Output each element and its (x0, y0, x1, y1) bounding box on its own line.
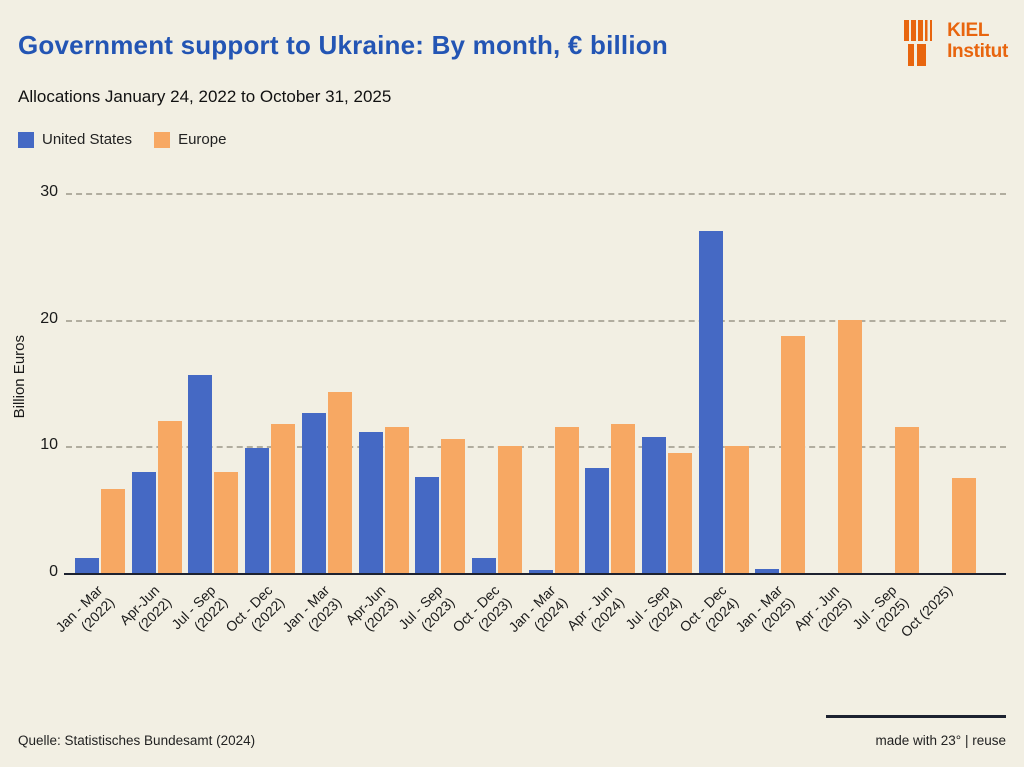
bar-us-0 (75, 557, 99, 573)
x-tick-label-10: Jul - Sep (2024) (621, 582, 684, 634)
x-axis-line (64, 573, 1006, 575)
x-tick-label-8: Jan - Mar (2024) (505, 582, 571, 636)
page-title: Government support to Ukraine: By month,… (18, 30, 668, 60)
bar-europe-15 (951, 478, 976, 573)
bar-us-8 (528, 570, 553, 573)
bar-us-10 (642, 437, 666, 573)
bar-europe-12 (781, 336, 806, 573)
bar-europe-11 (724, 446, 749, 573)
x-tick-label-15: Oct (2025) (897, 582, 956, 641)
footer-divider-line (826, 715, 1006, 718)
x-tick-label-7: Oct - Dec (2023) (449, 582, 514, 636)
chart-legend: United States Europe (18, 131, 226, 148)
y-tick-30: 30 (40, 183, 58, 200)
kiel-logo-line2: Institut (947, 41, 1008, 62)
bar-europe-1 (157, 421, 182, 573)
kiel-institut-logo: KIEL Institut (904, 20, 1008, 72)
bar-us-7 (471, 557, 496, 573)
bar-europe-9 (611, 423, 636, 573)
x-tick-label-5: Apr-Jun (2023) (342, 582, 401, 634)
bar-europe-13 (838, 319, 863, 573)
y-axis-title: Billion Euros (8, 180, 30, 573)
bar-us-11 (698, 231, 723, 573)
x-tick-label-12: Jan - Mar (2025) (732, 582, 798, 636)
legend-label-europe: Europe (178, 131, 227, 148)
legend-item-europe: Europe (154, 131, 226, 148)
plot-area (64, 180, 1006, 575)
bar-europe-7 (497, 446, 522, 573)
bar-us-3 (245, 447, 270, 573)
x-tick-label-0: Jan - Mar (2022) (52, 582, 117, 636)
bar-europe-5 (384, 427, 409, 573)
gridline-10 (66, 446, 1006, 449)
y-tick-20: 20 (40, 309, 58, 327)
bar-europe-3 (271, 423, 296, 573)
bar-europe-0 (101, 489, 125, 573)
bar-europe-8 (554, 427, 579, 573)
x-tick-label-6: Jul - Sep (2023) (395, 582, 458, 634)
bar-us-6 (415, 476, 440, 573)
bar-us-12 (755, 569, 780, 573)
kiel-logo-icon (904, 20, 942, 72)
x-tick-label-2: Jul - Sep (2022) (168, 582, 231, 634)
kiel-logo-line1: KIEL (947, 20, 990, 41)
bar-europe-4 (327, 391, 352, 573)
y-axis-title-text: Billion Euros (10, 334, 28, 419)
bar-europe-6 (441, 438, 466, 573)
bar-us-5 (358, 432, 383, 573)
x-tick-label-1: Apr-Jun (2022) (116, 582, 174, 634)
legend-swatch-united-states (18, 131, 34, 148)
x-tick-label-11: Oct - Dec (2024) (675, 582, 741, 636)
bar-europe-10 (668, 452, 692, 573)
kiel-logo-wordmark: KIEL Institut (947, 20, 1008, 62)
chart-subtitle: Allocations January 24, 2022 to October … (18, 87, 392, 106)
gridline-30 (66, 193, 1006, 195)
x-tick-label-3: Oct - Dec (2022) (222, 582, 288, 636)
x-tick-label-9: Apr - Jun (2024) (564, 582, 628, 634)
x-tick-label-14: Jul - Sep (2025) (848, 582, 911, 634)
y-tick-10: 10 (40, 436, 58, 454)
x-tick-label-4: Jan - Mar (2023) (278, 582, 344, 636)
x-tick-label-13: Apr - Jun (2025) (790, 582, 855, 634)
legend-item-united-states: United States (18, 131, 132, 148)
bar-us-1 (131, 471, 156, 573)
bar-europe-2 (214, 471, 239, 573)
legend-label-united-states: United States (42, 131, 133, 148)
bar-us-4 (301, 413, 326, 573)
bar-us-2 (188, 375, 213, 573)
bar-europe-14 (894, 427, 919, 573)
bar-us-9 (585, 467, 610, 573)
gridline-20 (66, 319, 1006, 322)
legend-swatch-europe (154, 131, 171, 148)
y-tick-0: 0 (49, 563, 58, 580)
made-with-credit-link[interactable]: made with 23° | reuse (875, 733, 1006, 748)
source-note: Quelle: Statistisches Bundesamt (2024) (18, 733, 256, 748)
